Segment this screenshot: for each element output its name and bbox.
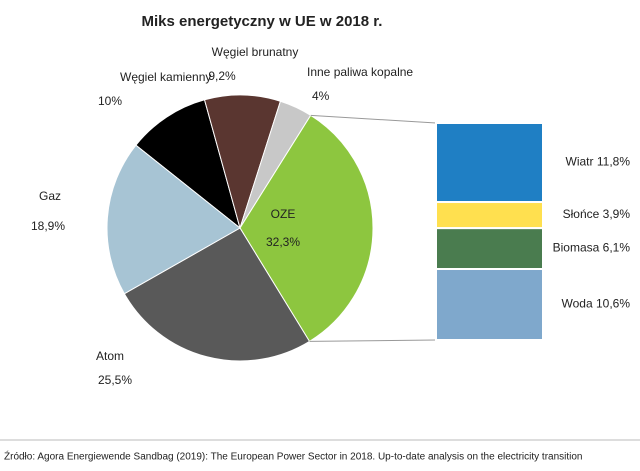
slice-label: Węgiel kamienny bbox=[120, 70, 211, 84]
segment-label: Słońce 3,9% bbox=[563, 207, 631, 221]
segment-name: Woda bbox=[561, 297, 592, 311]
pie-slice bbox=[123, 227, 311, 362]
bar-segment bbox=[435, 268, 544, 341]
source: Źródło: Agora Energiewende Sandbag (2019… bbox=[4, 450, 583, 463]
slice-value: 9,2% bbox=[208, 69, 236, 83]
segment-label: Wiatr 11,8% bbox=[566, 155, 631, 169]
segment-name: Słońce bbox=[563, 207, 600, 221]
pie-slice bbox=[203, 94, 282, 230]
slice-label: Inne paliwa kopalne bbox=[307, 65, 413, 79]
pie-slice bbox=[106, 144, 241, 295]
pie-slice bbox=[135, 99, 241, 230]
segment-value: 11,8% bbox=[597, 155, 630, 169]
segment-value: 6,1% bbox=[603, 241, 631, 255]
segment-label: Biomasa 6,1% bbox=[553, 241, 631, 255]
slice-value: 4% bbox=[312, 89, 330, 103]
connector bbox=[309, 339, 437, 342]
segment-name: Biomasa bbox=[553, 241, 600, 255]
segment-value: 10,6% bbox=[596, 297, 630, 311]
slice-value: 18,9% bbox=[31, 219, 65, 233]
segment-name: Wiatr bbox=[566, 155, 594, 169]
segment-label: Woda 10,6% bbox=[561, 297, 630, 311]
slice-label: OZE bbox=[271, 207, 296, 221]
slice-value: 32,3% bbox=[266, 235, 300, 249]
segment-value: 3,9% bbox=[603, 207, 631, 221]
bar-segment bbox=[435, 122, 544, 204]
pie-slice bbox=[239, 114, 374, 343]
bar-segment bbox=[435, 201, 544, 230]
slice-value: 25,5% bbox=[98, 373, 132, 387]
slice-label: Atom bbox=[96, 349, 124, 363]
connector bbox=[310, 114, 437, 124]
slice-label: Węgiel brunatny bbox=[212, 45, 299, 59]
slice-value: 10% bbox=[98, 94, 122, 108]
chart-title: Miks energetyczny w UE w 2018 r. bbox=[142, 13, 383, 30]
bar-segment bbox=[435, 227, 544, 271]
slice-label: Gaz bbox=[39, 189, 61, 203]
